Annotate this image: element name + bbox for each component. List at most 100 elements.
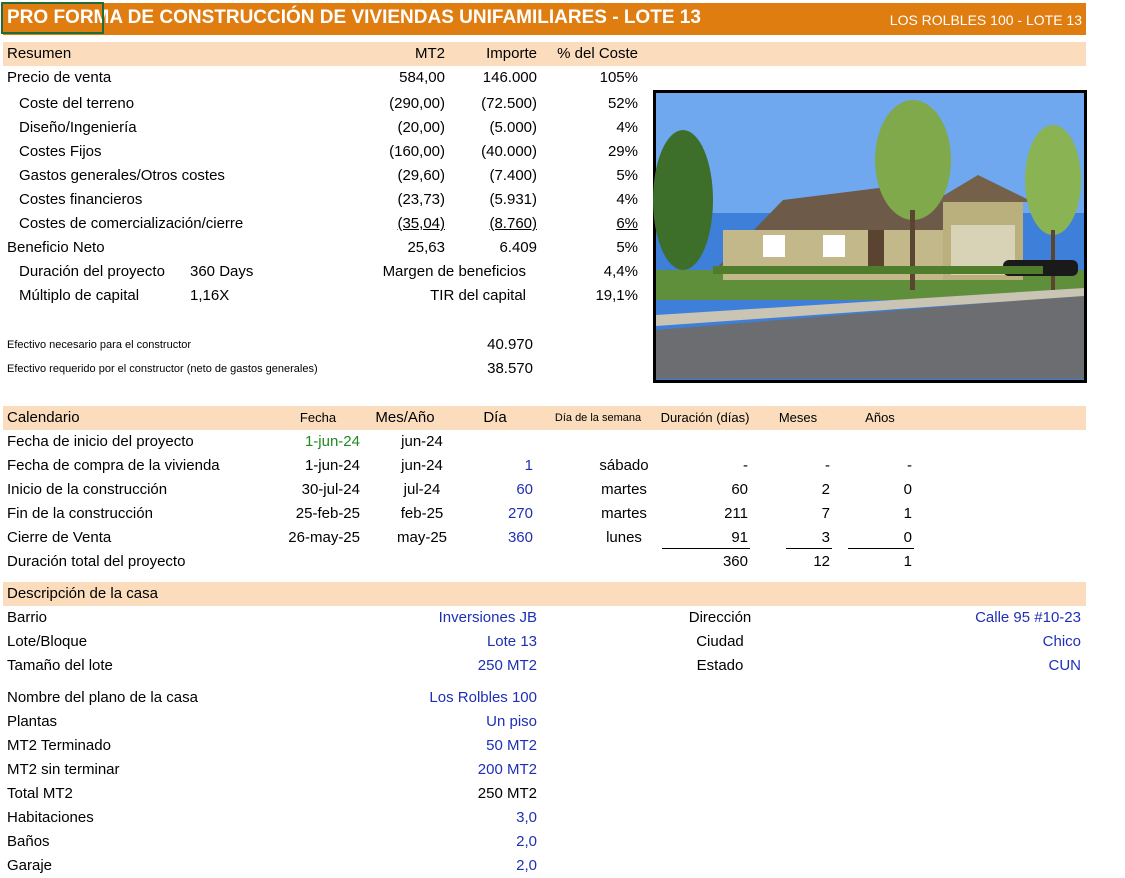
metric-label: Margen de beneficios bbox=[382, 263, 526, 280]
summary-percent: 4% bbox=[616, 119, 638, 136]
house-label: MT2 sin terminar bbox=[7, 761, 120, 778]
house-value: 2,0 bbox=[516, 857, 537, 874]
house-value: 50 MT2 bbox=[486, 737, 537, 754]
metric-value: 19,1% bbox=[595, 287, 638, 304]
house-value: 250 MT2 bbox=[477, 657, 537, 674]
house-value: 250 MT2 bbox=[477, 785, 537, 802]
calendar-cell: jul-24 bbox=[403, 481, 441, 498]
calendar-cell: 1 bbox=[903, 505, 912, 522]
calendar-label: Cierre de Venta bbox=[7, 529, 112, 546]
calendar-label: Inicio de la construcción bbox=[7, 481, 168, 498]
calendar-cell: 26-may-25 bbox=[288, 529, 360, 546]
calendar-label: Fecha de compra de la vivienda bbox=[7, 457, 220, 474]
summary-label: Costes de comercialización/cierre bbox=[19, 215, 244, 232]
house-label: Nombre del plano de la casa bbox=[7, 689, 198, 706]
underline bbox=[848, 548, 914, 549]
house-label: Baños bbox=[7, 833, 50, 850]
calendar-cell: lunes bbox=[606, 529, 642, 546]
calendar-cell: 0 bbox=[903, 481, 912, 498]
underline bbox=[662, 548, 750, 549]
calendar-header: Día de la semana bbox=[554, 412, 642, 424]
metric-label: Múltiplo de capital bbox=[19, 287, 140, 304]
calendar-cell: - bbox=[825, 457, 830, 474]
calendar-header: Fecha bbox=[299, 410, 337, 425]
calendar-cell: feb-25 bbox=[400, 505, 444, 522]
calendar-cell: - bbox=[907, 457, 912, 474]
calendar-cell: 0 bbox=[903, 529, 912, 546]
summary-percent: 5% bbox=[616, 239, 638, 256]
cash-label: Efectivo requerido por el constructor (n… bbox=[7, 363, 318, 375]
calendar-cell: 60 bbox=[731, 481, 748, 498]
house-value: 3,0 bbox=[516, 809, 537, 826]
calendar-cell: 270 bbox=[507, 505, 533, 522]
house-value: CUN bbox=[1048, 657, 1082, 674]
house-label: Estado bbox=[696, 657, 744, 674]
title: PRO FORMA DE CONSTRUCCIÓN DE VIVIENDAS U… bbox=[7, 7, 701, 28]
house-label: Habitaciones bbox=[7, 809, 94, 826]
metric-value: 1,16X bbox=[190, 287, 230, 304]
summary-percent: 4% bbox=[616, 191, 638, 208]
summary-header: % del Coste bbox=[557, 45, 638, 62]
house-label: Tamaño del lote bbox=[7, 657, 113, 674]
metric-value: 4,4% bbox=[603, 263, 638, 280]
house-value: 200 MT2 bbox=[477, 761, 537, 778]
summary-mt2: (35,04) bbox=[397, 215, 445, 232]
calendar-cell: martes bbox=[601, 481, 647, 498]
summary-header: Importe bbox=[486, 45, 537, 62]
house-label: Lote/Bloque bbox=[7, 633, 88, 650]
calendar-cell: 211 bbox=[724, 505, 748, 522]
calendar-header: Meses bbox=[778, 410, 818, 425]
house-value: Chico bbox=[1042, 633, 1081, 650]
summary-mt2: 584,00 bbox=[399, 69, 445, 86]
summary-mt2: 25,63 bbox=[407, 239, 445, 256]
calendar-cell: 7 bbox=[821, 505, 830, 522]
selected-cell[interactable] bbox=[1, 2, 104, 34]
calendar-cell: 1-jun-24 bbox=[304, 457, 360, 474]
house-label: Dirección bbox=[688, 609, 752, 626]
summary-header-band bbox=[3, 42, 1086, 66]
summary-amount: 6.409 bbox=[499, 239, 537, 256]
house-title: Descripción de la casa bbox=[7, 585, 158, 602]
summary-mt2: (29,60) bbox=[397, 167, 445, 184]
cash-value: 38.570 bbox=[487, 360, 533, 377]
calendar-cell: 3 bbox=[821, 529, 830, 546]
house-value: 2,0 bbox=[516, 833, 537, 850]
summary-amount: (5.931) bbox=[489, 191, 537, 208]
calendar-cell: 360 bbox=[507, 529, 533, 546]
underline bbox=[786, 548, 832, 549]
summary-label: Costes Fijos bbox=[19, 143, 102, 160]
calendar-label: Duración total del proyecto bbox=[7, 553, 186, 570]
summary-mt2: (160,00) bbox=[389, 143, 445, 160]
calendar-cell: martes bbox=[601, 505, 647, 522]
summary-label: Precio de venta bbox=[7, 69, 112, 86]
summary-amount: (40.000) bbox=[481, 143, 537, 160]
summary-percent: 5% bbox=[616, 167, 638, 184]
calendar-cell: - bbox=[743, 457, 748, 474]
calendar-cell: 25-feb-25 bbox=[295, 505, 360, 522]
summary-amount: 146.000 bbox=[482, 69, 537, 86]
subtitle: LOS ROLBLES 100 - LOTE 13 bbox=[889, 12, 1082, 28]
house-label: MT2 Terminado bbox=[7, 737, 111, 754]
calendar-header-band bbox=[3, 406, 1086, 430]
house-label: Garaje bbox=[7, 857, 53, 874]
house-header-band bbox=[3, 582, 1086, 606]
house-value: Calle 95 #10-23 bbox=[975, 609, 1081, 626]
calendar-cell: jun-24 bbox=[401, 457, 443, 474]
cash-label: Efectivo necesario para el constructor bbox=[7, 339, 192, 351]
calendar-cell: 12 bbox=[813, 553, 830, 570]
calendar-header: Años bbox=[865, 410, 895, 425]
title-bar bbox=[3, 3, 1086, 35]
house-label: Ciudad bbox=[696, 633, 744, 650]
calendar-cell: 1-jun-24 bbox=[304, 433, 360, 450]
summary-amount: (8.760) bbox=[489, 215, 537, 232]
summary-percent: 52% bbox=[607, 95, 638, 112]
house-photo bbox=[653, 90, 1087, 383]
calendar-header: Día bbox=[483, 409, 507, 426]
summary-percent: 105% bbox=[599, 69, 638, 86]
house-label: Plantas bbox=[7, 713, 58, 730]
calendar-cell: 2 bbox=[821, 481, 830, 498]
calendar-cell: 91 bbox=[731, 529, 748, 546]
summary-label: Costes financieros bbox=[19, 191, 143, 208]
summary-label: Diseño/Ingeniería bbox=[19, 119, 137, 136]
summary-percent: 29% bbox=[607, 143, 638, 160]
